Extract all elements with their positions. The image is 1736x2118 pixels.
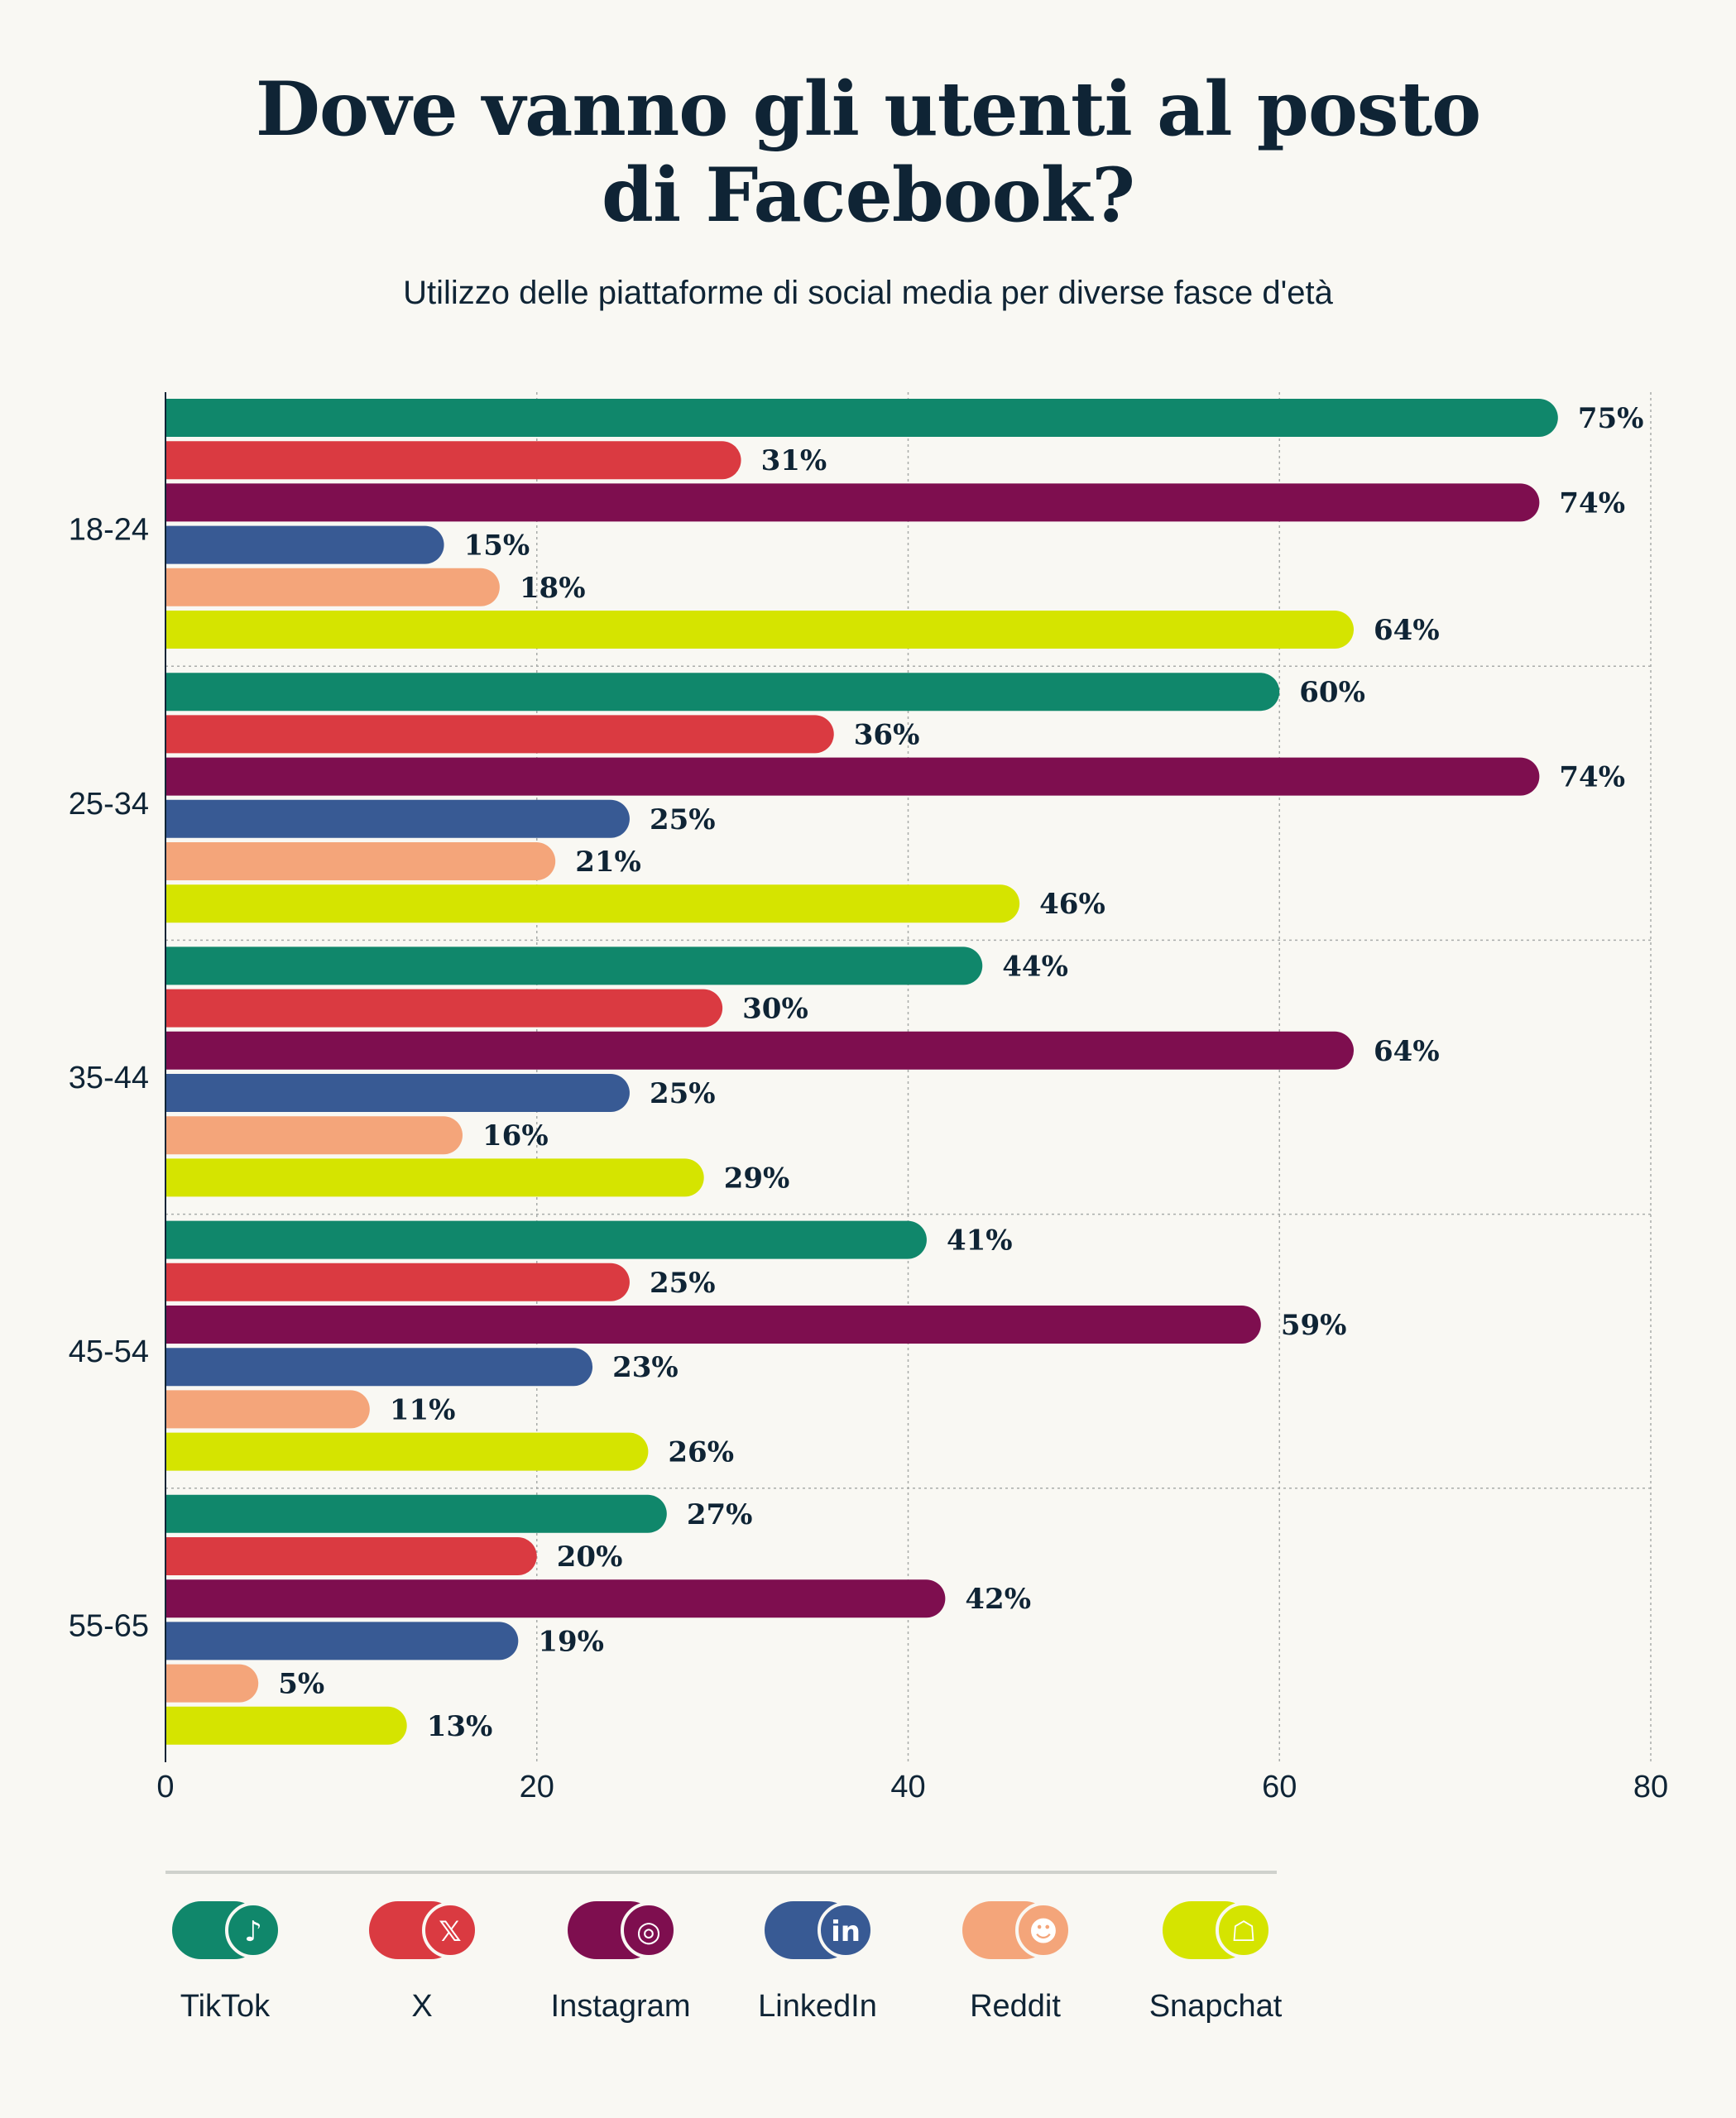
data-label: 42% [965, 1583, 1031, 1616]
chart-subtitle: Utilizzo delle piattaforme di social med… [403, 275, 1333, 311]
bar-x [165, 715, 834, 754]
chart-title-line: Dove vanno gli utenti al posto [255, 65, 1481, 153]
x-tick-label: 80 [1633, 1770, 1668, 1804]
data-label: 31% [761, 444, 827, 477]
legend-label: TikTok [180, 1989, 271, 2024]
data-label: 41% [947, 1224, 1013, 1258]
data-label: 59% [1281, 1309, 1347, 1342]
data-label: 30% [742, 993, 808, 1026]
y-category-label: 55-65 [69, 1608, 149, 1643]
x-logo-icon-glyph: 𝕏 [439, 1915, 461, 1948]
snapchat-icon-glyph: ☖ [1231, 1915, 1256, 1948]
data-label: 25% [650, 1077, 716, 1110]
legend-label: Instagram [551, 1989, 691, 2024]
reddit-icon [1015, 1902, 1072, 1958]
data-label: 19% [538, 1625, 604, 1658]
tiktok-icon [225, 1902, 281, 1958]
data-label: 60% [1299, 676, 1365, 709]
data-label: 11% [390, 1393, 456, 1426]
legend-label: Reddit [970, 1989, 1061, 2024]
instagram-icon-glyph: ◎ [636, 1915, 661, 1948]
legend-label: LinkedIn [758, 1989, 877, 2024]
data-label: 74% [1559, 486, 1625, 520]
chart-title: Dove vanno gli utenti al posto di Facebo… [0, 66, 1736, 238]
y-category-label: 18-24 [69, 513, 149, 548]
linkedin-icon [818, 1902, 874, 1958]
y-category-label: 25-34 [69, 787, 149, 822]
x-tick-label: 40 [890, 1770, 925, 1804]
bar-tiktok [165, 1220, 927, 1259]
bar-reddit [165, 1390, 370, 1429]
legend-label: X [411, 1989, 432, 2024]
bar-reddit [165, 568, 500, 606]
data-label: 23% [612, 1351, 679, 1384]
data-label: 20% [557, 1541, 623, 1574]
bar-linkedin [165, 799, 630, 838]
reddit-icon-glyph: ☻ [1029, 1915, 1057, 1948]
data-label: 64% [1374, 614, 1440, 647]
data-label: 15% [464, 530, 530, 563]
bar-reddit [165, 1664, 259, 1703]
tiktok-icon-glyph: ♪ [244, 1915, 262, 1948]
bar-instagram [165, 483, 1540, 522]
bar-instagram [165, 1579, 946, 1618]
bar-snapchat [165, 1158, 704, 1197]
data-label: 13% [427, 1710, 493, 1743]
data-label: 74% [1559, 761, 1625, 794]
data-label: 16% [482, 1119, 549, 1152]
x-logo-icon [422, 1902, 478, 1958]
data-label: 29% [724, 1162, 790, 1195]
data-label: 18% [520, 572, 586, 605]
bar-snapchat [165, 611, 1354, 649]
bar-reddit [165, 842, 556, 880]
data-label: 44% [1002, 950, 1068, 983]
data-label: 21% [575, 846, 641, 879]
data-label: 26% [668, 1436, 734, 1469]
data-label: 27% [687, 1498, 753, 1531]
bar-x [165, 989, 723, 1028]
x-tick-label: 60 [1262, 1770, 1297, 1804]
linkedin-icon-glyph: in [831, 1915, 861, 1948]
bar-linkedin [165, 525, 444, 564]
bar-instagram [165, 1031, 1355, 1070]
bar-tiktok [165, 1494, 667, 1533]
bar-x [165, 441, 741, 480]
data-label: 5% [278, 1668, 324, 1701]
bar-snapchat [165, 1706, 407, 1745]
bar-tiktok [165, 399, 1558, 437]
bar-linkedin [165, 1074, 630, 1112]
y-category-label: 35-44 [69, 1061, 149, 1095]
bar-instagram [165, 757, 1540, 796]
data-label: 46% [1039, 888, 1105, 921]
data-label: 25% [650, 803, 716, 836]
bar-x [165, 1263, 630, 1301]
bar-tiktok [165, 946, 983, 985]
x-tick-label: 0 [156, 1770, 174, 1804]
bar-snapchat [165, 1432, 649, 1471]
bar-tiktok [165, 673, 1280, 712]
snapchat-icon [1216, 1902, 1272, 1958]
data-label: 36% [854, 718, 920, 751]
bar-instagram [165, 1306, 1261, 1344]
chart-title-line: di Facebook? [602, 151, 1135, 239]
data-label: 75% [1578, 402, 1644, 435]
bar-x [165, 1537, 537, 1575]
instagram-icon [621, 1902, 677, 1958]
bar-reddit [165, 1116, 463, 1155]
y-category-label: 45-54 [69, 1335, 149, 1369]
data-label: 64% [1374, 1035, 1440, 1068]
x-tick-label: 20 [520, 1770, 554, 1804]
data-label: 25% [650, 1267, 716, 1300]
bar-linkedin [165, 1622, 519, 1660]
legend-label: Snapchat [1149, 1989, 1283, 2024]
bar-linkedin [165, 1348, 593, 1387]
bar-snapchat [165, 884, 1020, 923]
